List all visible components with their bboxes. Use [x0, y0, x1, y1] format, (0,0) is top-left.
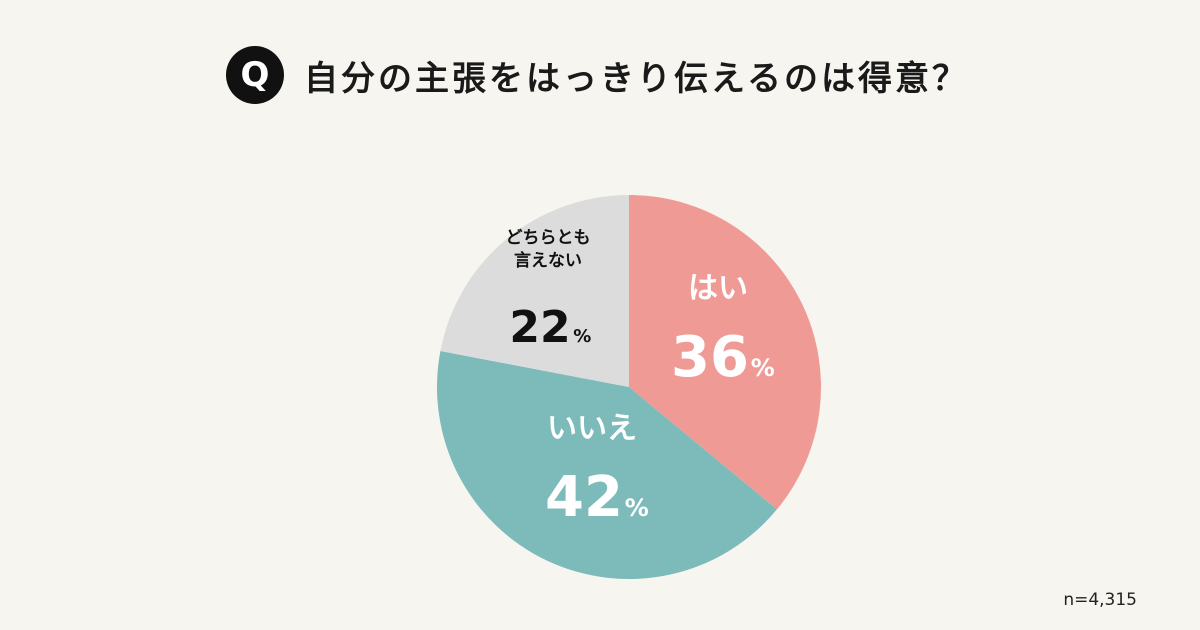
slice-label-group: はい 36%	[671, 271, 775, 390]
slice-category-label: はい	[688, 271, 748, 306]
slice-value-label: 42	[545, 465, 623, 530]
slice-category-label: 言えない	[514, 250, 582, 271]
slice-unit-label: %	[625, 494, 649, 522]
slice-label-group: いいえ 42%	[545, 411, 649, 530]
question-title: 自分の主張をはっきり伝えるのは得意？	[304, 58, 969, 99]
question-header: Q 自分の主張をはっきり伝えるのは得意？	[226, 46, 969, 104]
slice-value-label: 22	[509, 302, 570, 353]
pie-slice	[437, 351, 777, 579]
slice-category-label: どちらとも	[506, 228, 591, 248]
slice-category-label: いいえ	[547, 411, 637, 446]
sample-size-label: n=4,315	[1063, 590, 1137, 610]
slice-unit-label: %	[751, 354, 775, 382]
slice-value-label: 36	[671, 325, 749, 390]
pie-slice	[629, 195, 821, 510]
pie-slice	[440, 195, 629, 387]
q-badge-icon: Q	[226, 46, 284, 104]
slice-unit-label: %	[573, 326, 591, 347]
